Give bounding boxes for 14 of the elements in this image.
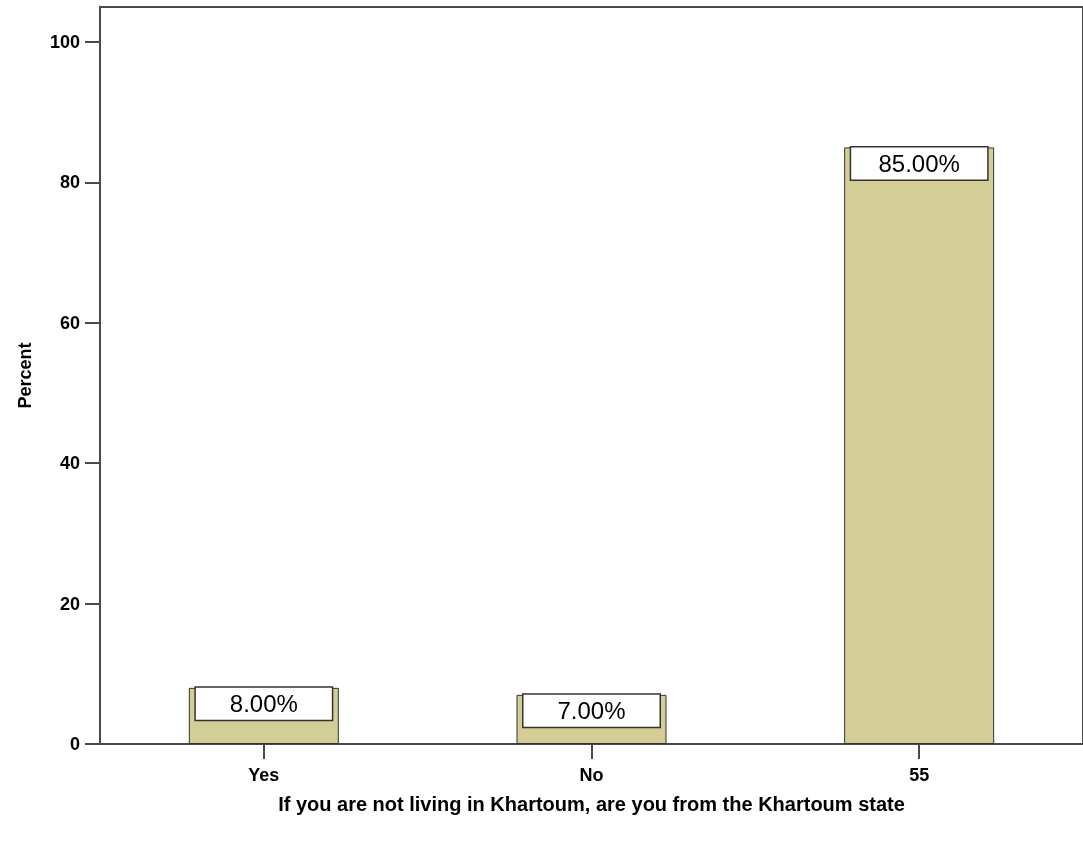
- x-tick-label: Yes: [248, 765, 280, 785]
- x-axis-title: If you are not living in Khartoum, are you from the Khartoum state: [278, 793, 905, 815]
- y-tick-label: 80: [59, 172, 80, 193]
- y-tick-label: 0: [69, 734, 80, 754]
- data-label: 8.00%: [229, 690, 298, 718]
- y-tick-label: 20: [59, 593, 80, 614]
- data-label: 85.00%: [878, 149, 960, 177]
- data-label: 7.00%: [557, 697, 626, 725]
- x-tick-label: No: [579, 765, 604, 785]
- y-tick-label: 100: [49, 32, 80, 53]
- y-axis-title: Percent: [15, 342, 35, 409]
- x-tick-label: 55: [909, 765, 930, 785]
- y-tick-label: 60: [59, 312, 80, 333]
- y-tick-label: 40: [59, 453, 80, 474]
